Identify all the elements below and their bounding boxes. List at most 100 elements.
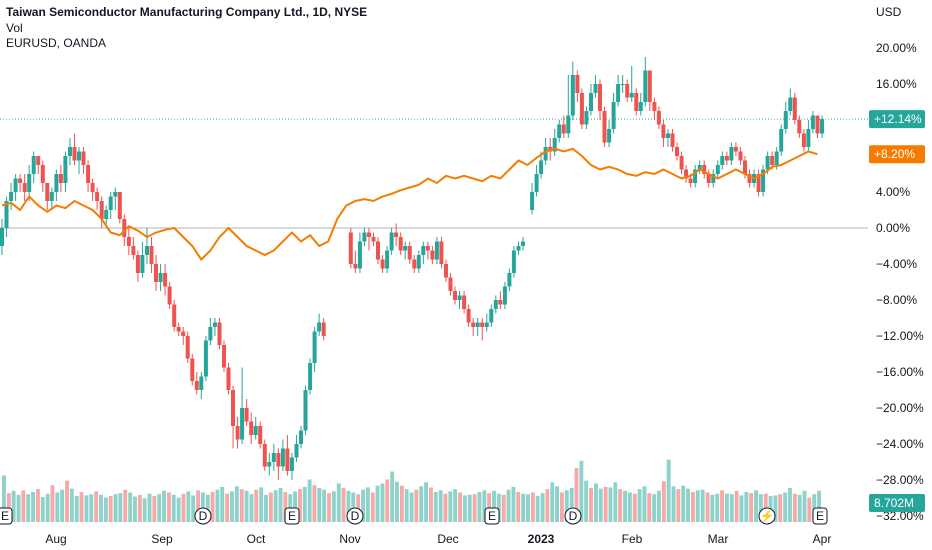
- candle-body: [516, 246, 521, 251]
- candle-body: [720, 156, 725, 165]
- candle-body: [376, 241, 380, 260]
- candle-body: [466, 309, 471, 323]
- candle-body: [267, 462, 272, 467]
- compare-legend[interactable]: EURUSD, OANDA: [6, 36, 107, 50]
- candle-body: [262, 444, 267, 467]
- volume-bar: [433, 492, 438, 522]
- candle-body: [625, 84, 630, 98]
- volume-bar: [123, 489, 128, 522]
- volume-bar: [147, 493, 152, 522]
- candle-body: [511, 250, 516, 273]
- volume-bar: [681, 485, 686, 522]
- candle-body: [797, 120, 802, 134]
- chart-title[interactable]: Taiwan Semiconductor Manufacturing Compa…: [6, 5, 368, 19]
- candle-body: [480, 322, 485, 327]
- volume-bar: [307, 479, 312, 522]
- volume-bar: [584, 480, 589, 522]
- candle-body: [117, 192, 122, 219]
- volume-bar: [273, 490, 278, 522]
- candle-body: [403, 246, 408, 251]
- volume-bar: [594, 483, 598, 522]
- candle-body: [534, 174, 539, 192]
- event-marker-earnings[interactable]: E: [284, 507, 300, 525]
- volume-bar: [414, 489, 419, 522]
- marker-label: D: [569, 509, 578, 523]
- y-axis[interactable]: 20.00%16.00%12.00%8.00%4.00%0.00%−4.00%−…: [876, 5, 924, 523]
- volume-bar: [215, 489, 220, 522]
- candle-body: [530, 192, 535, 210]
- candle-body: [616, 84, 621, 102]
- candle-body: [430, 250, 435, 260]
- volume-bar: [278, 488, 283, 522]
- volume-bar: [758, 494, 763, 522]
- candle-body: [607, 129, 612, 143]
- candle-body: [321, 322, 326, 336]
- candle-body: [380, 259, 385, 269]
- event-marker-dividend[interactable]: D: [564, 507, 582, 525]
- volume-bar: [574, 468, 579, 522]
- volume-bar: [254, 489, 259, 522]
- volume-bar: [710, 494, 715, 522]
- candle-body: [13, 178, 18, 192]
- candle-body: [629, 93, 634, 98]
- event-marker-earnings[interactable]: E: [484, 507, 500, 525]
- candle-body: [190, 358, 195, 381]
- x-axis[interactable]: Aug Sep Oct Nov Dec 2023 Feb Mar Apr: [45, 532, 831, 546]
- volume-bar: [74, 495, 79, 522]
- volume-bar: [118, 493, 123, 522]
- volume-bar: [458, 492, 462, 522]
- candle-body: [602, 111, 607, 143]
- volume-bar: [162, 490, 166, 522]
- volume-bar: [589, 488, 593, 522]
- volume-bar: [627, 492, 632, 522]
- volume-bar: [705, 492, 710, 522]
- candle-body: [149, 246, 154, 264]
- candle-body: [367, 232, 371, 237]
- candle-body: [489, 309, 494, 323]
- candle-body: [299, 430, 303, 444]
- volume-bar: [336, 483, 341, 522]
- candle-body: [303, 390, 308, 431]
- volume-bar: [564, 490, 569, 522]
- volume-bar: [773, 495, 778, 522]
- candle-body: [756, 174, 761, 192]
- volume-bar: [128, 492, 133, 522]
- candle-body: [638, 102, 643, 111]
- price-tags: +12.14% +8.20% 8.702M: [869, 110, 925, 512]
- volume-bar: [783, 492, 788, 522]
- volume-bar: [521, 493, 526, 522]
- volume-legend[interactable]: Vol: [6, 21, 23, 35]
- volume-bar: [797, 494, 802, 522]
- event-marker-dividend[interactable]: D: [346, 507, 364, 525]
- volume-bar: [496, 493, 501, 522]
- volume-bar: [94, 491, 99, 522]
- candle-body: [163, 273, 168, 287]
- candle-body: [670, 133, 675, 147]
- volume-bar: [550, 482, 555, 522]
- event-marker-split[interactable]: ⚡: [758, 507, 776, 525]
- volume-bar: [210, 492, 215, 522]
- candle-body: [457, 295, 462, 300]
- volume-bar: [637, 489, 642, 522]
- marker-shape: [484, 507, 500, 525]
- candle-body: [706, 174, 711, 183]
- candle-body: [806, 129, 811, 147]
- volume-bar: [807, 497, 812, 522]
- candle-body: [566, 115, 571, 134]
- volume-bar: [11, 490, 16, 522]
- event-marker-dividend[interactable]: D: [194, 507, 212, 525]
- marker-label: E: [488, 509, 496, 523]
- candle-body: [172, 304, 177, 327]
- candle-body: [4, 201, 9, 228]
- candle-body: [108, 196, 113, 210]
- y-tick-label: 20.00%: [876, 41, 917, 55]
- candle-body: [371, 237, 376, 242]
- candle-body: [675, 147, 679, 156]
- marker-shape: [758, 507, 776, 525]
- event-marker-earnings[interactable]: E: [812, 507, 828, 525]
- event-marker-earnings[interactable]: E: [0, 507, 13, 525]
- volume-bar: [196, 490, 200, 522]
- event-markers[interactable]: E D E D E D ⚡ E: [0, 507, 828, 525]
- volume-bar: [462, 495, 467, 522]
